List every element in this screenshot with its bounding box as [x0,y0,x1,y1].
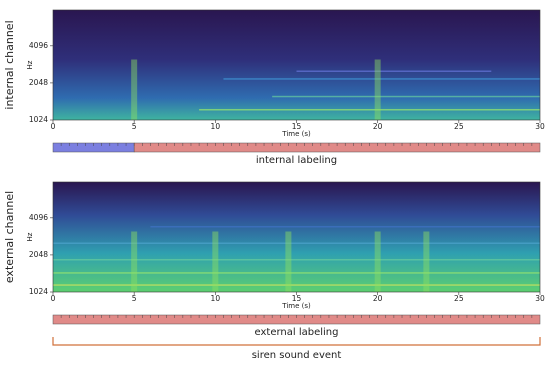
onset-band [374,59,381,120]
y-tick-label: 2048 [29,78,48,87]
spectral-streak [53,259,540,261]
x-tick-label: 15 [292,122,302,131]
spectral-streak [199,109,540,111]
x-tick-label: 25 [454,122,464,131]
onset-band [131,231,138,292]
event-bracket [52,337,541,346]
x-tick-label: 20 [373,122,383,131]
spectral-streak [53,242,540,244]
x-tick-label: 30 [535,122,545,131]
spectrogram [53,10,540,120]
onset-band [285,231,292,292]
x-tick-label: 10 [211,122,221,131]
spectral-streak [272,95,540,98]
y-tick-label: 4096 [29,213,48,222]
labeling-title: internal labeling [256,155,337,166]
onset-band [212,231,219,292]
x-tick-label: 0 [51,294,56,303]
x-tick-label: 20 [373,294,383,303]
labeling-title: external labeling [255,327,339,338]
x-tick-label: 5 [132,294,137,303]
spectral-streak [150,226,540,228]
y-axis-label: Hz [26,232,34,241]
spectral-streak [53,284,540,286]
spectral-streak [296,70,492,72]
onset-band [131,59,138,120]
onset-band [423,231,430,292]
x-axis-label: Time (s) [281,302,311,310]
y-tick-label: 1024 [29,115,48,124]
y-tick-label: 1024 [29,287,48,296]
spectral-streak [223,78,540,80]
x-tick-label: 30 [535,294,545,303]
channel-label: internal channel [3,20,16,109]
spectrogram [53,182,540,292]
x-tick-label: 10 [211,294,221,303]
x-tick-label: 15 [292,294,302,303]
y-tick-label: 2048 [29,250,48,259]
x-tick-label: 25 [454,294,464,303]
onset-band [374,231,381,292]
x-tick-label: 0 [51,122,56,131]
x-axis-label: Time (s) [281,130,311,138]
event-label: siren sound event [252,350,342,361]
y-axis-label: Hz [26,60,34,69]
y-tick-label: 4096 [29,41,48,50]
x-tick-label: 5 [132,122,137,131]
spectral-streak [53,272,540,274]
channel-label: external channel [3,191,16,283]
